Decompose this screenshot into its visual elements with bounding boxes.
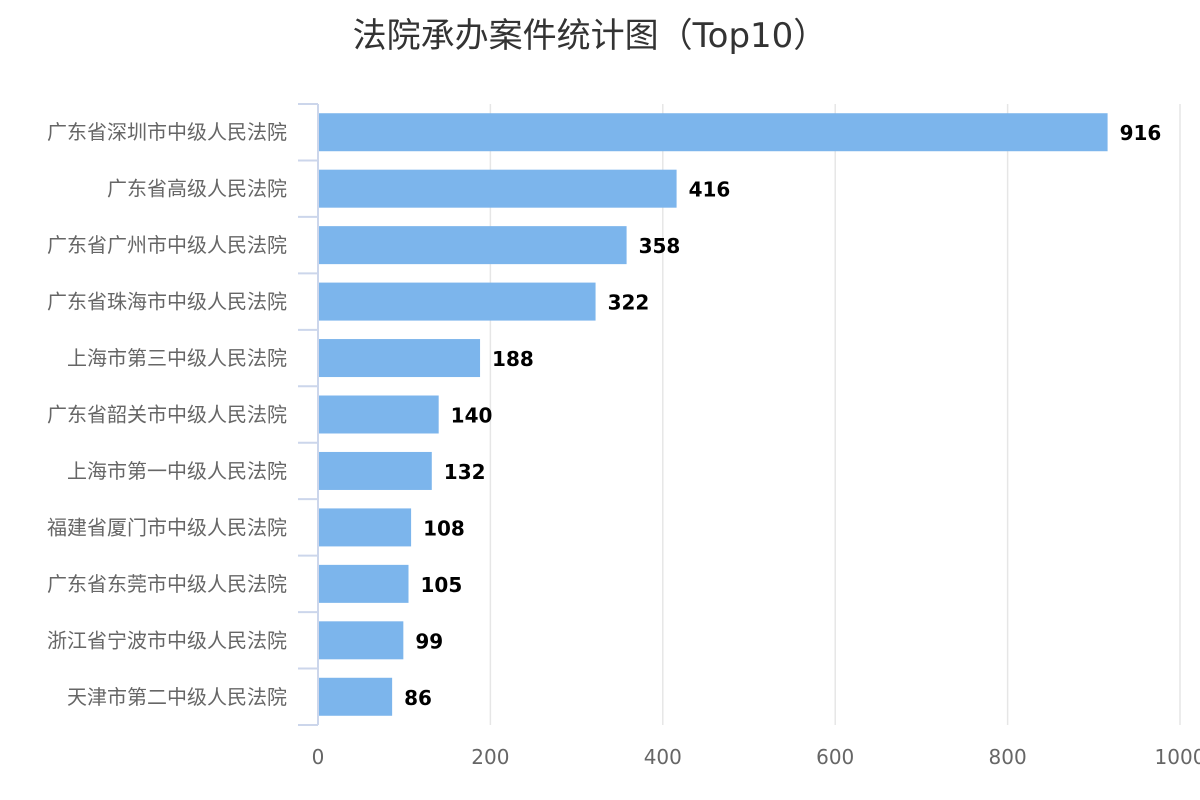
category-label: 上海市第一中级人民法院: [67, 459, 287, 483]
bar[interactable]: [318, 451, 432, 490]
bar[interactable]: [318, 113, 1108, 152]
category-label: 广东省珠海市中级人民法院: [47, 290, 287, 314]
bar-value-label: 99: [415, 629, 443, 653]
x-tick-label: 600: [816, 745, 854, 769]
bars: [318, 113, 1108, 716]
labels: 0 200 400 600 800 1000 广东省深圳市中级人民法院 916 广东省高级人民法…: [47, 120, 1200, 769]
category-label: 广东省韶关市中级人民法院: [47, 403, 287, 427]
bar[interactable]: [318, 677, 393, 716]
category-label: 广东省广州市中级人民法院: [47, 233, 287, 257]
x-tick-label: 0: [312, 745, 325, 769]
axes: [298, 103, 319, 726]
bar[interactable]: [318, 282, 596, 321]
bar-value-label: 916: [1120, 121, 1162, 145]
category-label: 上海市第三中级人民法院: [67, 346, 287, 370]
bar-value-label: 132: [444, 460, 486, 484]
bar[interactable]: [318, 395, 439, 434]
category-label: 广东省高级人民法院: [107, 177, 287, 201]
bar[interactable]: [318, 169, 677, 208]
x-tick-label: 1000: [1155, 745, 1200, 769]
bar-value-label: 108: [423, 516, 465, 540]
category-label: 广东省东莞市中级人民法院: [47, 572, 287, 596]
category-label: 广东省深圳市中级人民法院: [47, 120, 287, 144]
category-label: 福建省厦门市中级人民法院: [47, 515, 287, 539]
chart-title: 法院承办案件统计图（Top10）: [353, 16, 828, 56]
category-label: 天津市第二中级人民法院: [67, 685, 287, 709]
bar[interactable]: [318, 339, 481, 378]
bar[interactable]: [318, 226, 627, 265]
bar-value-label: 322: [608, 291, 650, 315]
bar-value-label: 358: [639, 234, 681, 258]
x-tick-label: 200: [471, 745, 509, 769]
x-tick-label: 400: [644, 745, 682, 769]
bar[interactable]: [318, 621, 404, 660]
bar[interactable]: [318, 564, 409, 603]
bar-value-label: 416: [689, 178, 731, 202]
x-tick-label: 800: [989, 745, 1027, 769]
bar-value-label: 188: [492, 347, 534, 371]
bar[interactable]: [318, 508, 412, 547]
category-label: 浙江省宁波市中级人民法院: [47, 628, 287, 652]
bar-value-label: 105: [421, 573, 463, 597]
bar-value-label: 140: [451, 404, 493, 428]
bar-value-label: 86: [404, 686, 432, 710]
